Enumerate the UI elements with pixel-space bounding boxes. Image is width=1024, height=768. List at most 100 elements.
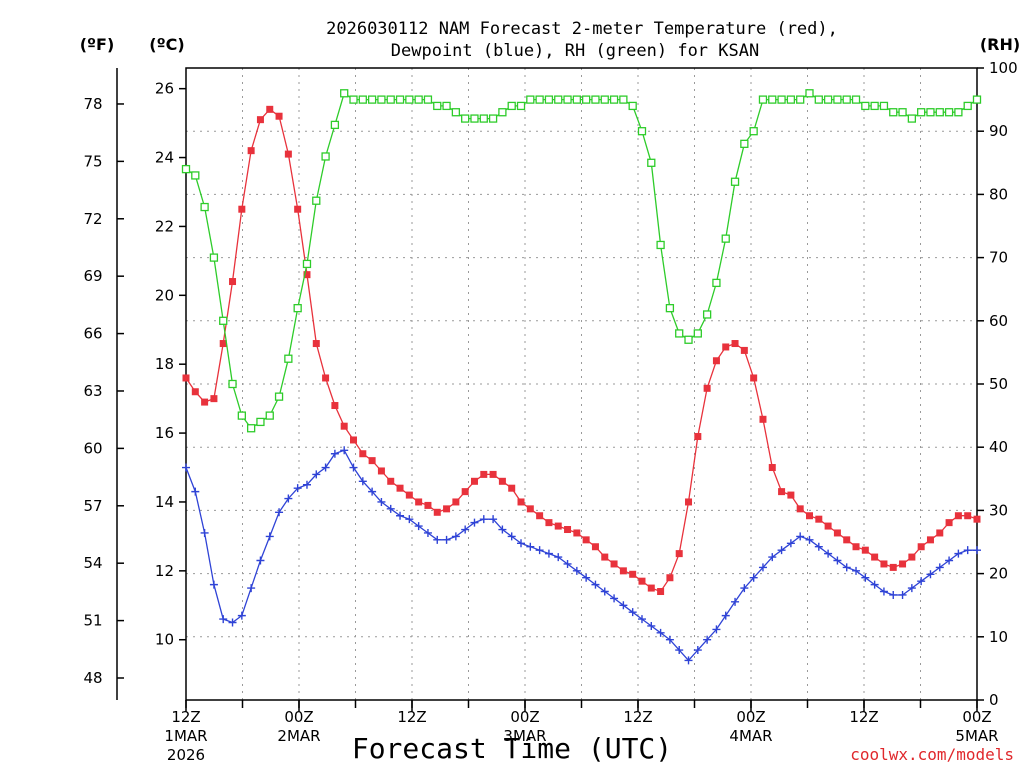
temperature-point	[629, 570, 637, 578]
rh-point	[423, 95, 433, 104]
dewpoint-point	[600, 587, 609, 596]
fahrenheit-tick-label: 72	[83, 210, 102, 228]
rh-tick-label: 100	[989, 59, 1018, 77]
dewpoint-point	[563, 559, 572, 568]
credit-label: coolwx.com/models	[850, 745, 1014, 764]
rh-point	[228, 379, 237, 389]
rh-point	[293, 304, 302, 313]
dewpoint-point	[805, 535, 814, 544]
rh-point	[367, 95, 377, 104]
rh-point	[377, 95, 386, 104]
x-tick-label-time: 12Z	[171, 708, 200, 726]
dewpoint-point	[349, 463, 358, 472]
dewpoint-point	[833, 556, 842, 565]
rh-point	[488, 114, 498, 123]
rh-point	[935, 108, 944, 117]
temperature-point	[554, 522, 562, 530]
temperature-point	[899, 560, 907, 568]
temperature-point	[638, 577, 646, 585]
temperature-point	[275, 112, 283, 120]
fahrenheit-axis-title: (ºF)	[80, 35, 115, 54]
temperature-point	[387, 477, 395, 485]
dewpoint-point	[405, 515, 414, 524]
rh-point	[842, 95, 851, 104]
temperature-point	[350, 436, 358, 444]
rh-point	[675, 329, 684, 338]
rh-point	[284, 354, 293, 363]
dewpoint-point	[321, 463, 330, 472]
dewpoint-point	[554, 553, 563, 562]
fahrenheit-tick-label: 54	[83, 554, 102, 572]
temperature-point	[964, 512, 972, 520]
dewpoint-point	[358, 477, 367, 486]
temperature-point	[685, 498, 693, 506]
dewpoint-point	[544, 549, 553, 558]
rh-tick-label: 80	[989, 185, 1008, 203]
temperature-point	[294, 205, 302, 213]
rh-point	[702, 310, 712, 319]
temperature-point	[508, 484, 516, 492]
fahrenheit-tick-label: 60	[83, 439, 102, 457]
x-tick-label-time: 12Z	[397, 708, 426, 726]
rh-point	[321, 152, 330, 161]
temperature-point	[405, 491, 413, 499]
rh-point	[246, 424, 256, 433]
rh-point	[684, 335, 693, 344]
dewpoint-point	[917, 577, 926, 586]
rh-point	[330, 120, 340, 130]
temperature-point	[219, 340, 227, 348]
rh-tick-label: 10	[989, 628, 1008, 646]
rh-point	[963, 101, 972, 111]
x-tick-label-time: 12Z	[849, 708, 878, 726]
rh-point	[740, 139, 749, 148]
rh-point	[340, 89, 349, 98]
temperature-point	[815, 515, 823, 523]
rh-tick-label: 0	[989, 691, 999, 709]
rh-point	[582, 95, 591, 104]
temperature-point	[768, 464, 776, 472]
rh-point	[870, 101, 879, 111]
rh-point	[898, 108, 907, 117]
rh-point	[637, 127, 647, 136]
temperature-point	[359, 450, 367, 458]
rh-point	[917, 108, 926, 117]
rh-point	[265, 411, 274, 420]
temperature-point	[284, 150, 292, 158]
temperature-point	[238, 205, 246, 213]
dewpoint-point	[433, 535, 442, 544]
rh-point	[461, 114, 470, 123]
temperature-point	[917, 543, 925, 551]
dewpoint-point	[637, 615, 646, 624]
temperature-point	[880, 560, 888, 568]
rh-tick-label: 90	[989, 122, 1008, 140]
temperature-point	[526, 505, 534, 513]
dewpoint-point	[489, 515, 498, 524]
temperature-point	[973, 515, 981, 523]
rh-point	[712, 278, 721, 288]
rh-point	[786, 95, 796, 104]
dewpoint-point	[526, 542, 535, 551]
rh-point	[628, 101, 637, 111]
temperature-point	[619, 567, 627, 575]
rh-point	[554, 95, 563, 104]
temperature-point	[740, 346, 748, 354]
rh-point	[405, 95, 414, 104]
rh-point	[777, 95, 786, 104]
temperature-point	[610, 560, 618, 568]
dewpoint-point	[200, 528, 209, 537]
dewpoint-point	[842, 563, 851, 572]
temperature-point	[926, 536, 934, 544]
rh-point	[395, 95, 405, 104]
dewpoint-point	[451, 532, 460, 541]
dewpoint-point	[675, 646, 684, 655]
rh-point	[693, 329, 702, 338]
dewpoint-point	[973, 546, 981, 555]
dewpoint-point	[861, 573, 870, 582]
temperature-point	[564, 526, 572, 534]
temperature-point	[256, 116, 264, 124]
dewpoint-point	[796, 532, 805, 541]
dewpoint-point	[786, 539, 795, 548]
temperature-point	[843, 536, 851, 544]
temperature-point	[266, 105, 274, 113]
dewpoint-point	[935, 563, 944, 572]
